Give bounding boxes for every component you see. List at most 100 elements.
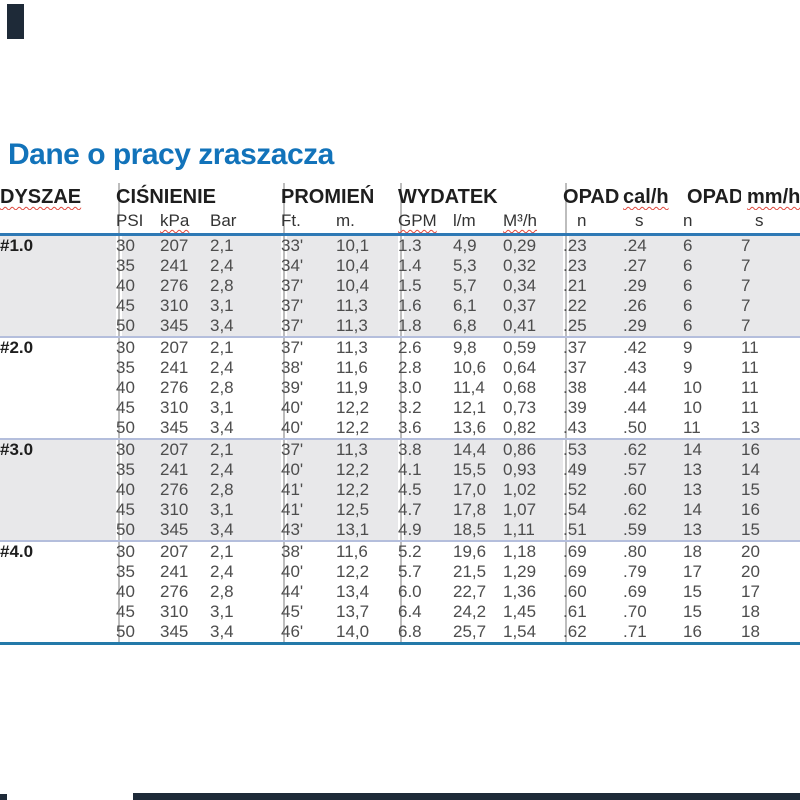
data-cell: 17 [741, 582, 760, 601]
data-cell: 1,54 [503, 622, 564, 645]
data-cell: 35 [116, 358, 160, 378]
data-cell: 14 [741, 460, 800, 480]
data-cell: 11,3 [336, 439, 398, 460]
col-header-nozzle: DYSZAE [0, 186, 82, 208]
unit-m3h: M³/h [503, 210, 564, 236]
data-cell: 40 [116, 378, 160, 398]
data-cell: 1.4 [398, 256, 453, 276]
nozzle-cell [0, 358, 116, 378]
data-cell: 2,8 [210, 378, 234, 397]
data-cell: 1.5 [398, 276, 453, 296]
corner-mark [7, 4, 24, 39]
data-cell: 241 [160, 562, 189, 581]
data-cell: 207 [160, 439, 210, 460]
data-cell: 11 [741, 398, 759, 417]
data-cell: 14,0 [336, 622, 398, 645]
data-cell: .62 [623, 500, 684, 520]
data-cell: 2,4 [210, 460, 281, 480]
data-cell: 40 [116, 276, 160, 296]
unit-n-mm: n [683, 210, 742, 236]
table-row: 50 345 3,4 46' 14,0 6.8 25,7 1,54.62.71 16 18 [0, 622, 800, 645]
data-cell: 1.6 [398, 296, 453, 316]
data-cell: 207 [160, 234, 210, 256]
data-cell: 12,2 [336, 418, 398, 440]
table-row: 50 345 3,4 37' 11,3 1.8 6,8 0,41.25.29 6 7 [0, 316, 800, 338]
col-header-precip-inches-unit: cal/h [623, 186, 669, 208]
data-cell: .80 [623, 542, 647, 561]
nozzle-cell [0, 460, 116, 480]
data-cell: .53 [563, 439, 624, 460]
col-header-flow: WYDATEK [398, 183, 564, 210]
nozzle-cell: #2.0 [0, 338, 34, 357]
nozzle-cell [0, 418, 116, 440]
table-row: 35 241 2,4 34' 10,4 1.4 5,3 0,32.23.27 6 7 [0, 256, 800, 276]
col-header-precip-mm: OPAD [687, 186, 742, 208]
data-cell: 7 [741, 276, 800, 296]
data-cell: 10,6 [453, 358, 487, 377]
nozzle-cell [0, 378, 116, 398]
data-cell: .70 [623, 602, 647, 621]
data-cell: 0,93 [503, 460, 564, 480]
nozzle-cell [0, 480, 116, 500]
table-row: #3.0 30 207 2,1 37' 11,3 3.8 14,4 0,86.53.62 14 16 [0, 439, 800, 460]
data-cell: 2,8 [210, 480, 281, 500]
data-cell: 18 [741, 622, 800, 645]
data-cell: 30 [116, 439, 160, 460]
data-cell: 2,1 [210, 234, 281, 256]
data-cell: 6 [683, 296, 742, 316]
data-cell: 11,3 [336, 316, 398, 338]
data-cell: 12,2 [336, 480, 398, 500]
data-cell: 37' [281, 276, 336, 296]
nozzle-cell [0, 562, 116, 582]
data-cell: 1,11 [503, 520, 564, 542]
unit-gpm: GPM [398, 210, 453, 236]
data-cell: 0,34 [503, 276, 564, 296]
data-cell: .39 [563, 398, 624, 418]
data-cell: 1,18 [503, 542, 537, 561]
data-cell: 3,4 [210, 316, 281, 338]
data-cell: 50 [116, 316, 160, 338]
data-cell: 37' [281, 316, 336, 338]
data-cell: 276 [160, 378, 189, 397]
data-cell: .61 [563, 602, 624, 622]
data-cell: 6 [683, 316, 742, 338]
data-cell: 13,7 [336, 602, 370, 621]
data-cell: 3,4 [210, 622, 281, 645]
data-cell: 0,37 [503, 296, 564, 316]
data-cell: 1.8 [398, 316, 453, 338]
data-cell: 12,2 [336, 398, 370, 417]
data-cell: 6,1 [453, 296, 503, 316]
data-cell: 50 [116, 418, 160, 440]
table-row: 35 241 2,4 38' 11,6 2.8 10,6 0,64 .37.43 9 11 [0, 358, 800, 378]
data-cell: 13 [741, 418, 800, 440]
table-row: 35 241 2,4 40' 12,2 4.1 15,5 0,93.49.57 13 14 [0, 460, 800, 480]
table-row: 50 345 3,4 43' 13,1 4.9 18,5 1,11.51.59 13 15 [0, 520, 800, 542]
data-cell: .26 [623, 296, 684, 316]
data-cell: 16 [683, 622, 742, 645]
data-cell: 2,8 [210, 276, 281, 296]
data-cell: 12,1 [453, 398, 487, 417]
data-cell: 4.1 [398, 460, 453, 480]
data-cell: 13,4 [336, 582, 370, 601]
data-cell: 11,3 [336, 296, 398, 316]
data-cell: 7 [741, 234, 800, 256]
table-row: 45 310 3,1 41' 12,5 4.7 17,8 1,07.54.62 14 16 [0, 500, 800, 520]
data-cell: 6.8 [398, 622, 453, 645]
unit-m: m. [336, 210, 398, 236]
data-cell: 1,45 [503, 602, 537, 621]
data-cell: 0,73 [503, 398, 537, 417]
data-cell: .51 [563, 520, 624, 542]
data-cell: 2,8 [210, 582, 234, 601]
data-cell: 4.9 [398, 520, 453, 542]
data-cell: 207 [160, 338, 189, 357]
data-cell: 13,6 [453, 418, 503, 440]
data-cell: .50 [623, 418, 684, 440]
data-cell: 22,7 [453, 582, 487, 601]
data-cell: .37 [563, 358, 624, 378]
data-cell: 345 [160, 418, 210, 440]
data-cell: 40 [116, 582, 160, 602]
data-cell: 50 [116, 520, 160, 542]
data-cell: 30 [116, 234, 160, 256]
data-cell: 11,9 [336, 378, 368, 397]
